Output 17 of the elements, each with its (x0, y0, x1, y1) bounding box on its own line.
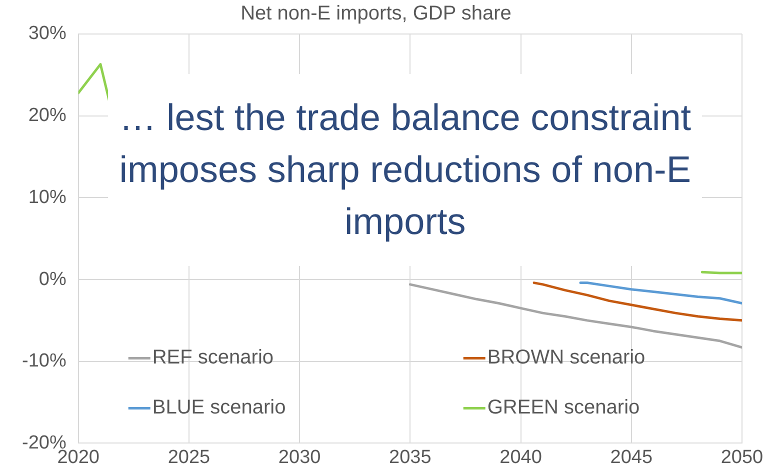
legend-label: BROWN scenario (487, 346, 646, 369)
legend-label: BLUE scenario (152, 396, 286, 419)
legend-label: GREEN scenario (487, 396, 640, 419)
x-tick-label: 2030 (278, 446, 321, 468)
y-tick-label: 30% (28, 23, 66, 44)
callout-box: … lest the trade balance constraint imposes sharp reductions of non-E imports (108, 74, 702, 266)
x-tick-label: 2045 (610, 446, 653, 468)
y-tick-label: 10% (28, 186, 66, 208)
x-tick-label: 2040 (500, 446, 542, 468)
x-tick-label: 2050 (720, 446, 764, 468)
chart-title: Net non-E imports, GDP share (240, 2, 512, 25)
legend-label: REF scenario (152, 346, 274, 369)
y-tick-label: 0% (38, 268, 66, 290)
x-tick-label: 2025 (168, 446, 210, 468)
y-tick-label: -10% (22, 350, 66, 372)
y-tick-label: 20% (28, 105, 66, 126)
x-tick-label: 2035 (389, 446, 432, 468)
